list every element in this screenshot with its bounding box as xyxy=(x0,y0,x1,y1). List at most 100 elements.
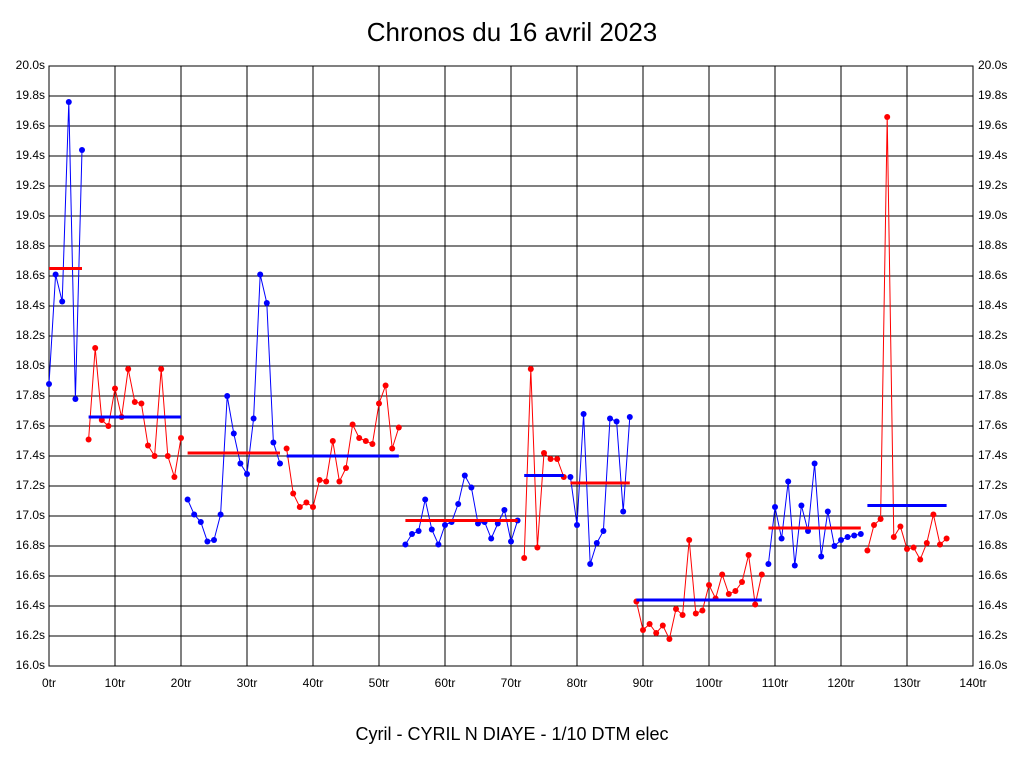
data-point xyxy=(290,490,297,497)
data-point xyxy=(600,528,607,534)
data-point xyxy=(798,502,805,509)
data-point xyxy=(857,531,864,537)
data-point xyxy=(263,300,270,306)
data-point xyxy=(752,601,759,608)
chart-title: Chronos du 16 avril 2023 xyxy=(367,17,658,47)
data-point xyxy=(811,460,818,467)
data-point xyxy=(409,531,415,537)
y2-tick-label: 19.0s xyxy=(978,208,1007,222)
plot-border xyxy=(48,65,974,667)
data-point xyxy=(415,528,422,534)
data-point xyxy=(640,627,646,633)
series-line xyxy=(569,413,631,565)
y2-tick-label: 16.6s xyxy=(978,568,1007,582)
data-point xyxy=(296,504,303,510)
data-point xyxy=(547,456,554,462)
y2-tick-label: 16.2s xyxy=(978,628,1007,642)
y2-tick-label: 18.0s xyxy=(978,358,1007,372)
y2-tick-label: 19.6s xyxy=(978,118,1007,132)
data-point xyxy=(65,99,72,105)
data-point xyxy=(554,456,561,462)
data-point xyxy=(211,537,217,543)
data-point xyxy=(910,544,917,551)
y2-tick-label: 20.0s xyxy=(978,58,1007,72)
data-point xyxy=(283,445,290,452)
data-point xyxy=(923,540,930,546)
data-point xyxy=(362,438,369,444)
x-tick-label: 140tr xyxy=(959,676,986,690)
data-point xyxy=(112,385,118,392)
data-point xyxy=(917,556,924,563)
data-point xyxy=(739,579,745,585)
data-point xyxy=(145,442,151,449)
y-tick-label: 17.0s xyxy=(16,508,45,522)
data-point xyxy=(890,534,897,540)
data-point xyxy=(178,435,184,441)
data-point xyxy=(323,478,330,485)
data-point xyxy=(131,399,138,405)
data-point xyxy=(521,555,528,561)
data-point xyxy=(706,582,712,588)
data-point xyxy=(871,522,877,528)
data-point xyxy=(626,414,633,420)
data-point xyxy=(125,366,132,372)
data-point xyxy=(105,423,112,429)
y2-tick-label: 18.8s xyxy=(978,238,1007,252)
y2-tick-label: 16.8s xyxy=(978,538,1007,552)
y-tick-label: 19.2s xyxy=(16,178,45,192)
data-point xyxy=(719,571,726,578)
y-tick-label: 18.4s xyxy=(16,298,45,312)
data-point xyxy=(824,508,831,515)
data-point xyxy=(508,538,514,545)
data-point xyxy=(422,496,429,503)
y-tick-label: 16.0s xyxy=(16,658,45,672)
y-tick-label: 17.6s xyxy=(16,418,45,432)
data-point xyxy=(389,445,396,452)
data-point xyxy=(402,541,409,548)
y2-tick-label: 18.2s xyxy=(978,328,1007,342)
y2-tick-label: 19.4s xyxy=(978,148,1007,162)
y2-tick-label: 17.2s xyxy=(978,478,1007,492)
data-point xyxy=(303,499,310,506)
data-point xyxy=(778,535,785,542)
data-point xyxy=(79,147,85,153)
data-point xyxy=(257,271,264,278)
y2-tick-label: 17.4s xyxy=(978,448,1007,462)
data-point xyxy=(937,541,943,548)
x-tick-label: 40tr xyxy=(303,676,324,690)
data-point xyxy=(382,382,389,389)
data-point xyxy=(230,430,237,437)
data-point xyxy=(250,415,257,422)
y-tick-label: 18.6s xyxy=(16,268,45,282)
data-point xyxy=(679,612,686,618)
x-tick-label: 110tr xyxy=(762,676,788,690)
data-point xyxy=(468,484,475,491)
data-point xyxy=(659,622,666,629)
data-point xyxy=(376,400,382,407)
data-point xyxy=(653,630,660,636)
data-point xyxy=(85,436,92,443)
x-tick-label: 100tr xyxy=(695,676,722,690)
data-point xyxy=(818,553,825,560)
y2-tick-label: 18.6s xyxy=(978,268,1007,282)
x-tick-label: 30tr xyxy=(237,676,258,690)
data-point xyxy=(184,496,191,503)
y-tick-label: 18.0s xyxy=(16,358,45,372)
data-point xyxy=(897,523,904,530)
y-tick-label: 19.0s xyxy=(16,208,45,222)
data-point xyxy=(442,522,448,528)
data-point xyxy=(745,552,752,558)
data-point xyxy=(488,535,495,542)
data-point xyxy=(765,561,772,567)
y-tick-label: 17.8s xyxy=(16,388,45,402)
data-point xyxy=(349,421,356,428)
data-point xyxy=(46,381,52,387)
y-tick-label: 16.2s xyxy=(16,628,45,642)
y-tick-label: 17.2s xyxy=(16,478,45,492)
data-point xyxy=(369,441,376,447)
data-point xyxy=(574,522,580,528)
series-line xyxy=(48,101,83,400)
data-point xyxy=(191,511,198,518)
